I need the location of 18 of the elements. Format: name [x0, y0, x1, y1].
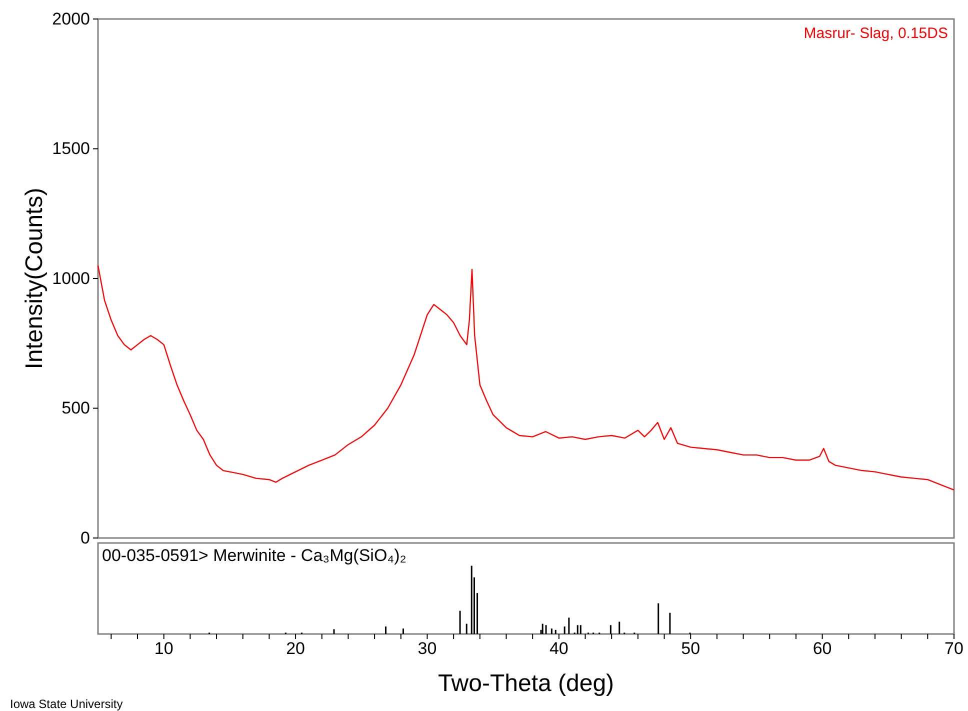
x-tick-label: 50	[681, 639, 700, 658]
y-tick-label: 500	[62, 398, 90, 418]
x-tick-label: 20	[286, 639, 305, 658]
x-tick-label: 60	[812, 639, 832, 658]
y-tick-label: 2000	[52, 9, 90, 28]
y-tick-label: 0	[80, 528, 90, 548]
x-tick-label: 70	[944, 639, 964, 658]
y-axis-title: Intensity(Counts)	[21, 188, 48, 370]
chart-title: 00-035-0591> Merwinite - Ca₃Mg(SiO₄)₂	[102, 546, 406, 565]
line-series	[97, 264, 955, 491]
text: Iowa State University	[10, 697, 123, 711]
x-tick-label: 30	[418, 639, 437, 658]
x-tick-label: 10	[154, 639, 174, 658]
x-axis-title: Two-Theta (deg)	[438, 670, 614, 697]
y-tick-label: 1500	[52, 139, 90, 158]
x-tick-label: 40	[549, 639, 568, 658]
y-tick-label: 1000	[52, 268, 90, 288]
text: Masrur- Slag, 0.15DS	[804, 25, 948, 42]
